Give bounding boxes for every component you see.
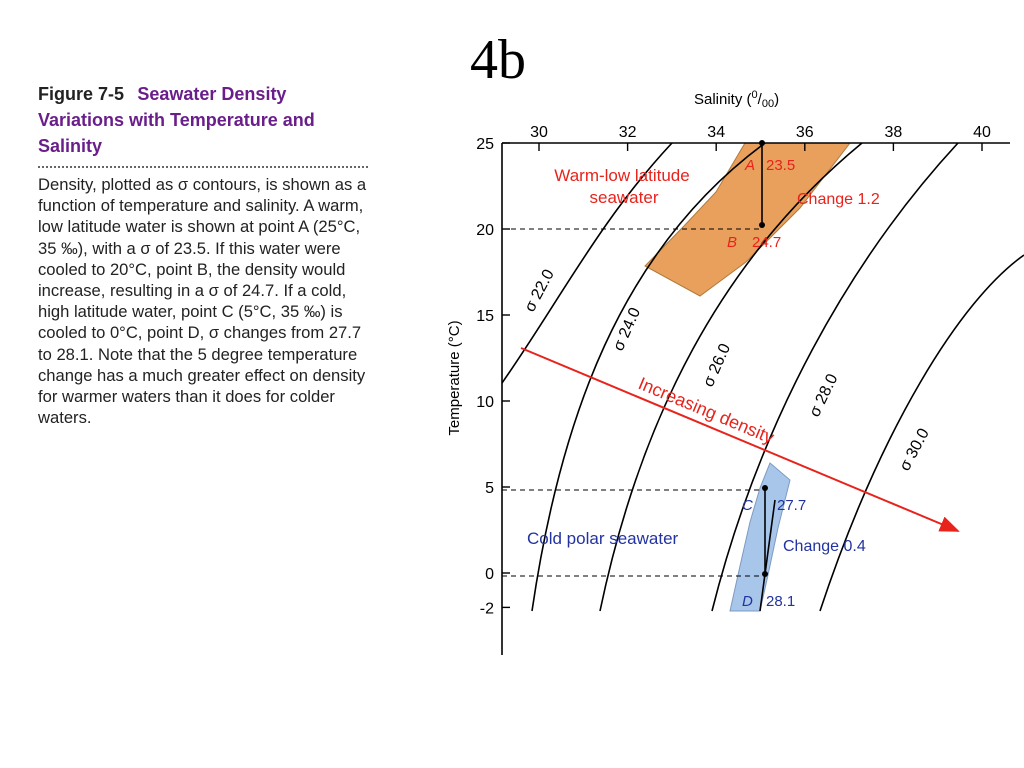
x-tick-label: 30 bbox=[530, 124, 548, 141]
y-tick-label: 25 bbox=[476, 136, 494, 153]
contour-label-28: σ 28.0 bbox=[806, 371, 841, 419]
caption-heading: Figure 7-5 Seawater Density Variations w… bbox=[38, 82, 374, 164]
cold-change-label: Change 0.4 bbox=[783, 538, 866, 555]
contour-tail bbox=[759, 499, 776, 612]
point-a-value: 23.5 bbox=[766, 157, 795, 174]
contour-label-24: σ 24.0 bbox=[610, 305, 644, 354]
figure-caption: Figure 7-5 Seawater Density Variations w… bbox=[38, 82, 374, 428]
point-a-letter: A bbox=[744, 157, 755, 174]
y-tick-label: 20 bbox=[476, 222, 494, 239]
y-tick-label: 15 bbox=[476, 308, 494, 325]
warm-region-label-2: seawater bbox=[590, 188, 659, 207]
contour-24 bbox=[531, 143, 766, 612]
x-tick-label: 40 bbox=[973, 124, 991, 141]
cold-region bbox=[729, 462, 791, 612]
x-tick-label: 38 bbox=[885, 124, 903, 141]
point-b-letter: B bbox=[727, 234, 737, 251]
contour-22 bbox=[502, 143, 673, 384]
point-a bbox=[759, 140, 765, 146]
caption-divider bbox=[38, 166, 368, 168]
figure-label: Figure 7-5 bbox=[38, 84, 125, 104]
point-d-letter: D bbox=[742, 593, 753, 610]
point-c-letter: C bbox=[742, 497, 753, 514]
point-c-value: 27.7 bbox=[777, 497, 806, 514]
point-b bbox=[759, 222, 765, 228]
x-tick-label: 32 bbox=[619, 124, 637, 141]
warm-change-label: Change 1.2 bbox=[797, 191, 880, 208]
x-tick-label: 36 bbox=[796, 124, 814, 141]
contour-label-26: σ 26.0 bbox=[700, 341, 734, 390]
point-b-value: 24.7 bbox=[752, 234, 781, 251]
contour-30 bbox=[819, 254, 1024, 612]
cold-region-label: Cold polar seawater bbox=[527, 529, 679, 548]
y-tick-label: 10 bbox=[476, 394, 494, 411]
point-c bbox=[762, 485, 768, 491]
slide-title: 4b bbox=[470, 29, 526, 91]
warm-region bbox=[644, 142, 852, 297]
contour-label-30: σ 30.0 bbox=[897, 426, 933, 474]
x-ticks: 30 32 34 36 38 40 bbox=[530, 124, 991, 151]
x-tick-label: 34 bbox=[707, 124, 725, 141]
y-tick-label: 0 bbox=[485, 566, 494, 583]
x-axis-label: Salinity (0/00) bbox=[694, 89, 779, 110]
y-tick-label: -2 bbox=[480, 600, 494, 617]
y-axis-label: Temperature (°C) bbox=[446, 320, 463, 435]
caption-body: Density, plotted as σ contours, is shown… bbox=[38, 175, 367, 428]
figure-title: Seawater Density Variations with Tempera… bbox=[38, 84, 315, 156]
point-d-value: 28.1 bbox=[766, 593, 795, 610]
contour-26 bbox=[599, 143, 863, 612]
point-d bbox=[762, 571, 768, 577]
contour-28 bbox=[711, 143, 959, 612]
y-tick-label: 5 bbox=[485, 480, 494, 497]
y-ticks: 25 20 15 10 5 0 -2 bbox=[476, 136, 510, 617]
warm-region-label-1: Warm-low latitude bbox=[554, 166, 689, 185]
density-arrow bbox=[520, 347, 960, 532]
